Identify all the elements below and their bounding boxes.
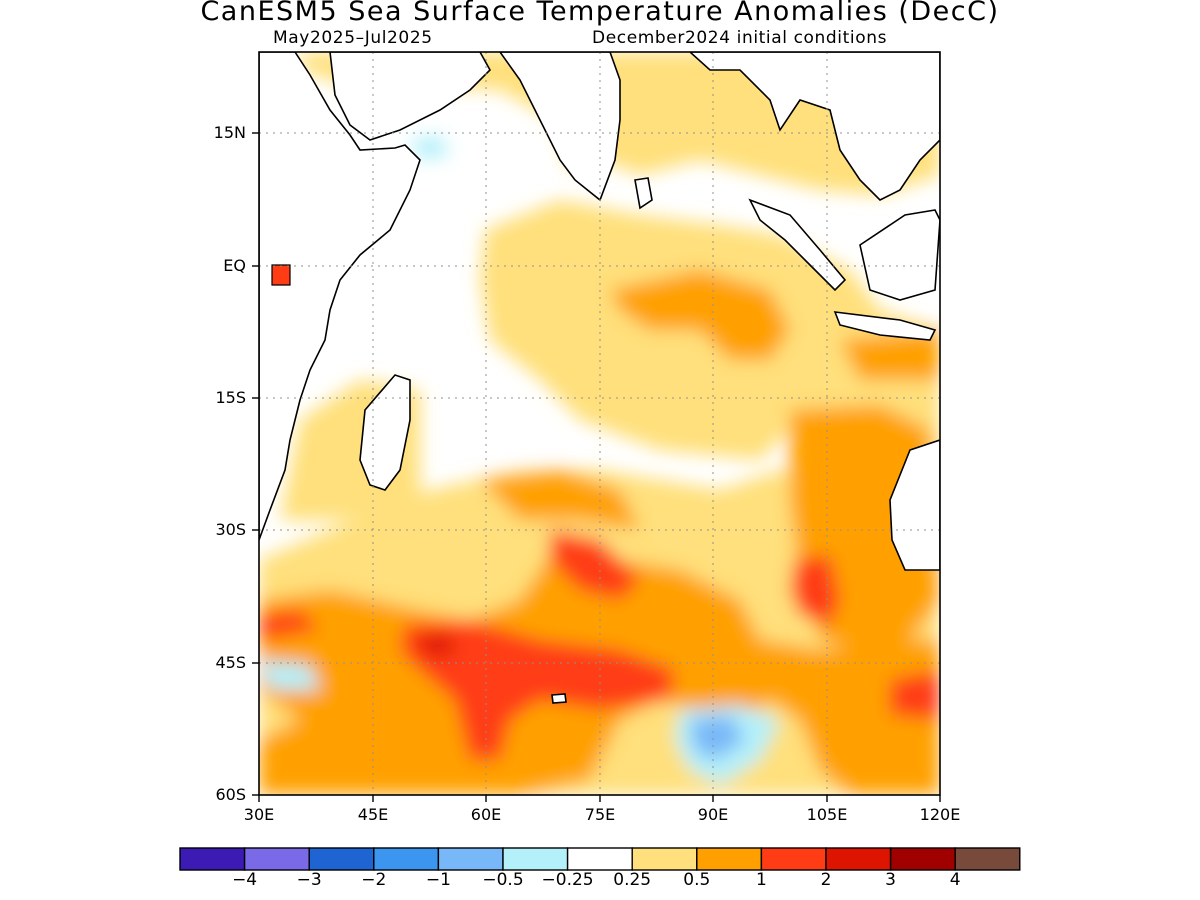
colorbar-label-7: 0.5 bbox=[683, 870, 711, 890]
land-borneo bbox=[859, 209, 940, 301]
band-indonesia bbox=[840, 330, 940, 380]
colorbar-box-3 bbox=[373, 847, 440, 871]
band-neg-0.5 bbox=[690, 715, 745, 760]
colorbar-label-4: −0.5 bbox=[482, 870, 524, 890]
land-southeast-asia bbox=[688, 52, 940, 201]
land-sumatra bbox=[748, 198, 847, 292]
chart-title: CanESM5 Sea Surface Temperature Anomalie… bbox=[200, 0, 1000, 27]
land-java bbox=[833, 311, 937, 341]
lat-label-15N: 15N bbox=[213, 123, 246, 142]
lat-label-30S: 30S bbox=[215, 520, 246, 539]
colorbar-box-8 bbox=[696, 847, 763, 871]
colorbar-box-2 bbox=[308, 847, 375, 871]
lat-label-EQ: EQ bbox=[223, 256, 246, 275]
colorbar-box-0 bbox=[179, 847, 246, 871]
colorbar-box-4 bbox=[437, 847, 504, 871]
land-masses bbox=[259, 52, 940, 704]
lon-label-105E: 105E bbox=[806, 805, 848, 824]
band-south-australia bbox=[890, 670, 940, 720]
initial-conditions: December2024 initial conditions bbox=[592, 28, 888, 48]
forecast-period: May2025–Jul2025 bbox=[273, 28, 433, 48]
land-africa bbox=[259, 52, 421, 541]
anomaly-field bbox=[259, 52, 940, 795]
land-srilanka bbox=[634, 177, 653, 210]
lon-label-45E: 45E bbox=[357, 805, 389, 824]
colorbar-box-6 bbox=[566, 847, 633, 871]
lat-label-45S: 45S bbox=[215, 653, 246, 672]
colorbar-label-9: 2 bbox=[820, 870, 832, 890]
band-core-southern bbox=[400, 620, 675, 760]
colorbar-box-7 bbox=[631, 847, 698, 871]
tick-marks bbox=[252, 132, 941, 802]
colorbar-label-1: −3 bbox=[296, 870, 322, 890]
grid-lines bbox=[259, 52, 940, 795]
band-off-australia bbox=[790, 555, 840, 625]
band-neg-0.5-core bbox=[690, 715, 745, 760]
colorbar-label-0: −4 bbox=[232, 870, 258, 890]
colorbar-box-12 bbox=[954, 847, 1021, 871]
colorbar-label-5: −0.25 bbox=[541, 870, 594, 890]
colorbar bbox=[179, 847, 1021, 871]
land-arabia bbox=[329, 52, 491, 141]
colorbar-box-9 bbox=[760, 847, 827, 871]
lon-label-60E: 60E bbox=[470, 805, 502, 824]
land-lake-victoria bbox=[271, 264, 291, 286]
colorbar-box-11 bbox=[889, 847, 956, 871]
lon-label-75E: 75E bbox=[584, 805, 616, 824]
lon-label-90E: 90E bbox=[697, 805, 729, 824]
band-1-2 bbox=[259, 530, 940, 760]
band-central bbox=[550, 530, 640, 600]
band-west-edge bbox=[259, 610, 320, 640]
colorbar-box-10 bbox=[825, 847, 892, 871]
colorbar-label-6: 0.25 bbox=[613, 870, 652, 890]
band-neg-west bbox=[259, 660, 320, 690]
lon-label-120E: 120E bbox=[919, 805, 961, 824]
land-islands bbox=[271, 264, 291, 286]
colorbar-label-3: −1 bbox=[425, 870, 451, 890]
colorbar-box-1 bbox=[243, 847, 310, 871]
lat-label-60S: 60S bbox=[215, 785, 246, 804]
colorbar-box-5 bbox=[502, 847, 569, 871]
colorbar-label-11: 4 bbox=[949, 870, 961, 890]
lat-label-15S: 15S bbox=[215, 388, 246, 407]
band-neg-arabian bbox=[410, 135, 450, 160]
band-eq-east bbox=[610, 270, 790, 360]
land-australia bbox=[889, 439, 940, 571]
colorbar-label-10: 3 bbox=[885, 870, 896, 890]
colorbar-label-8: 1 bbox=[755, 870, 767, 890]
colorbar-label-2: −2 bbox=[361, 870, 387, 890]
land-kerguelen bbox=[551, 693, 567, 704]
band-2-3 bbox=[420, 635, 455, 655]
lon-label-30E: 30E bbox=[243, 805, 275, 824]
band-2-3-core bbox=[420, 635, 455, 655]
